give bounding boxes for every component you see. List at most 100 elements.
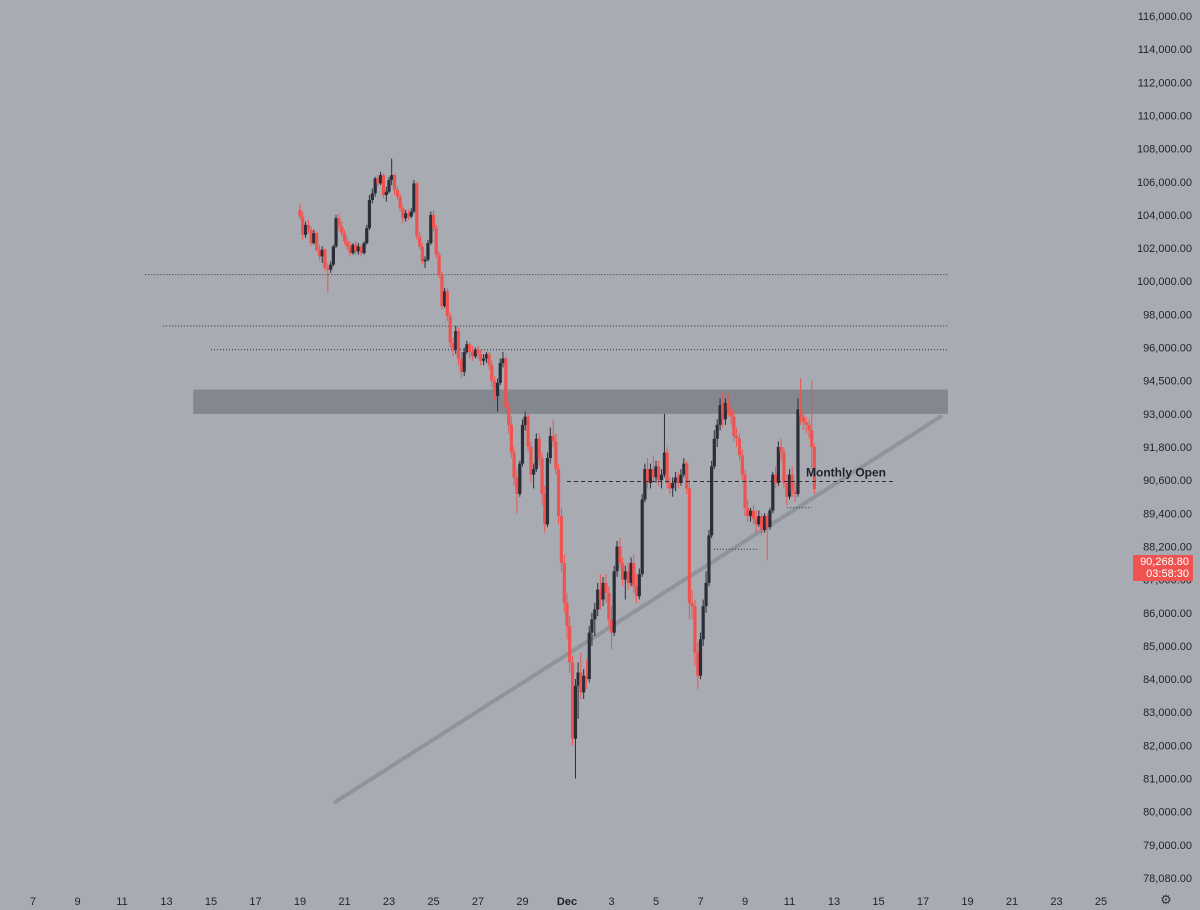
candle-body	[537, 438, 541, 459]
x-tick-label: 23	[1050, 896, 1062, 908]
candle-body	[329, 264, 333, 270]
x-tick-label: 13	[160, 896, 172, 908]
candle-body	[512, 452, 516, 478]
candle-body	[707, 535, 711, 583]
candle-body	[559, 516, 564, 564]
candle-body	[309, 229, 313, 244]
x-tick-label: 25	[427, 896, 439, 908]
y-tick-label: 112,000.00	[1138, 77, 1192, 89]
y-tick-label: 79,000.00	[1143, 840, 1192, 852]
candle-body	[687, 488, 691, 603]
candle-body	[434, 228, 438, 255]
candle-body	[726, 402, 730, 410]
candle-body	[623, 571, 627, 580]
x-tick-label: 11	[784, 896, 795, 908]
candle-body	[654, 466, 658, 478]
y-tick-label: 110,000.00	[1138, 110, 1192, 122]
candle-body	[476, 349, 480, 355]
candle-body	[378, 175, 383, 184]
candle-body	[345, 241, 349, 247]
candle-body	[648, 469, 653, 483]
candle-body	[507, 407, 511, 425]
candle-body	[651, 469, 655, 478]
x-tick-label: 17	[249, 896, 261, 908]
candle-body	[721, 405, 725, 420]
candle-body	[743, 474, 747, 508]
candle-body	[409, 211, 413, 217]
candle-body	[573, 685, 578, 739]
candle-body	[415, 183, 419, 237]
candle-body	[718, 405, 722, 425]
candle-body	[579, 672, 583, 693]
candle-body	[634, 586, 639, 597]
support-trendline	[333, 414, 943, 804]
candle-body	[710, 466, 714, 536]
candle-body	[495, 382, 500, 397]
candle-body	[799, 409, 803, 417]
candle-body	[629, 563, 633, 583]
y-tick-label: 80,000.00	[1143, 807, 1192, 819]
candle-body	[540, 458, 544, 494]
x-tick-label: 9	[74, 896, 80, 908]
candle-body	[774, 474, 778, 483]
monthly-open-label: Monthly Open	[806, 466, 886, 480]
candle-body	[323, 249, 327, 268]
candle-body	[751, 510, 756, 519]
candle-body	[682, 463, 686, 475]
candle-body	[404, 213, 408, 219]
candle-body	[587, 632, 591, 680]
candle-body	[643, 469, 647, 500]
candle-body	[685, 463, 689, 489]
x-tick-label: 23	[383, 896, 395, 908]
candle-body	[615, 546, 619, 572]
candle-body	[342, 233, 347, 242]
candle-body	[423, 259, 427, 262]
candle-body	[637, 574, 641, 597]
y-tick-label: 93,000.00	[1143, 409, 1192, 421]
candle-body	[671, 482, 675, 489]
candle-body	[762, 516, 767, 530]
x-tick-label: 21	[1006, 896, 1018, 908]
candle-body	[748, 510, 753, 517]
candle-body	[420, 246, 424, 262]
y-tick-label: 81,000.00	[1143, 774, 1192, 786]
candle-body	[518, 463, 522, 494]
candle-body	[443, 291, 447, 307]
supply-zone	[193, 389, 948, 414]
candle-body	[354, 244, 358, 252]
candle-body	[782, 452, 786, 483]
candle-body	[570, 662, 575, 739]
candle-body	[787, 474, 792, 497]
candle-body	[582, 675, 586, 693]
candle-body	[785, 482, 789, 497]
gear-icon[interactable]: ⚙	[1160, 892, 1172, 907]
candle-body	[384, 191, 388, 196]
candle-body	[662, 452, 667, 475]
candle-body	[303, 224, 308, 235]
x-tick-label: 15	[872, 896, 884, 908]
candle-body	[737, 438, 742, 456]
candle-body	[576, 672, 580, 686]
candle-body	[693, 606, 697, 653]
candle-body	[340, 226, 344, 234]
candle-body	[740, 455, 744, 475]
candle-body	[334, 218, 338, 247]
candle-body	[520, 424, 525, 464]
candle-body	[493, 380, 497, 397]
candle-body	[456, 330, 461, 359]
candle-body	[437, 254, 441, 275]
x-tick-label: 5	[653, 896, 659, 908]
candle-body	[604, 582, 608, 593]
candle-body	[723, 402, 728, 420]
candle-body	[454, 330, 458, 350]
candle-body	[810, 430, 814, 447]
candle-body	[367, 200, 372, 229]
y-tick-label: 100,000.00	[1137, 276, 1192, 288]
candle-body	[607, 592, 611, 620]
candle-body	[645, 469, 650, 483]
candle-body	[381, 175, 386, 196]
candle-body	[365, 228, 369, 244]
candle-body	[395, 190, 400, 197]
